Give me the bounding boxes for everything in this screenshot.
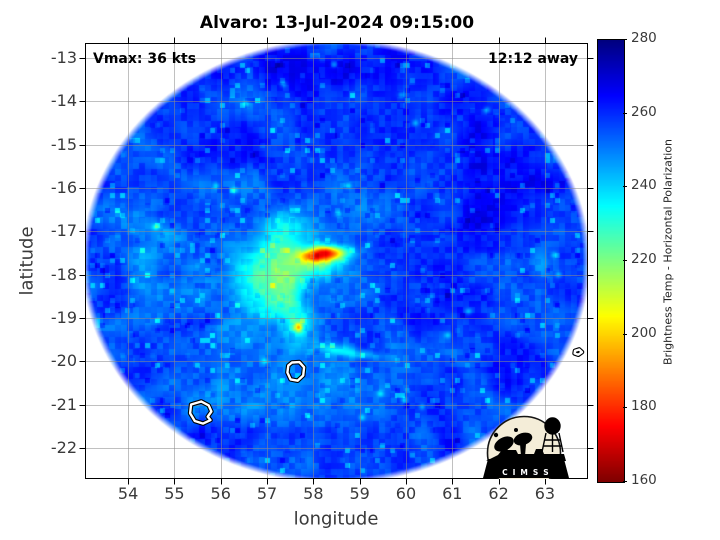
colorbar-tick-label: 180 (631, 398, 657, 415)
y-tick-label: -14 (50, 91, 77, 111)
y-tick-label: -17 (50, 221, 77, 241)
cimss-logo: C I M S S (483, 415, 569, 479)
cimss-logo-text: C I M S S (502, 468, 550, 477)
x-tick-label: 54 (117, 484, 139, 503)
y-tick-label: -13 (50, 48, 77, 68)
x-tick-label: 60 (395, 484, 417, 503)
x-tick-label: 55 (164, 484, 185, 503)
x-tick-label: 57 (256, 484, 278, 503)
y-tick-label: -19 (50, 307, 77, 327)
x-tick-label: 58 (303, 484, 324, 503)
colorbar-tick-label: 260 (631, 103, 657, 120)
colorbar-tick-label: 200 (631, 324, 657, 341)
colorbar-tick-label: 240 (631, 177, 657, 194)
x-tick-label: 62 (488, 484, 509, 503)
y-tick-label: -22 (50, 437, 77, 457)
x-tick-label: 56 (210, 484, 231, 503)
x-tick-label: 59 (349, 484, 370, 503)
y-tick-label: -20 (50, 351, 77, 371)
y-tick-label: -21 (50, 394, 77, 414)
colorbar-tick-label: 220 (631, 251, 657, 267)
colorbar-label: Brightness Temp - Horizontal Polarizatio… (661, 139, 675, 365)
x-tick-label: 61 (442, 484, 463, 503)
y-tick-label: -16 (50, 178, 77, 198)
colorbar-canvas (597, 39, 625, 483)
y-tick-label: -18 (50, 264, 77, 284)
y-tick-label: -15 (50, 134, 77, 154)
vmax-annotation: Vmax: 36 kts (93, 51, 197, 67)
colorbar-tick-label: 280 (631, 30, 657, 46)
eta-annotation: 12:12 away (488, 51, 578, 67)
colorbar-tick-label: 160 (631, 472, 657, 488)
x-tick-label: 63 (534, 484, 556, 503)
x-axis-label: longitude (293, 508, 379, 530)
plot-title: Alvaro: 13-Jul-2024 09:15:00 (199, 13, 475, 33)
